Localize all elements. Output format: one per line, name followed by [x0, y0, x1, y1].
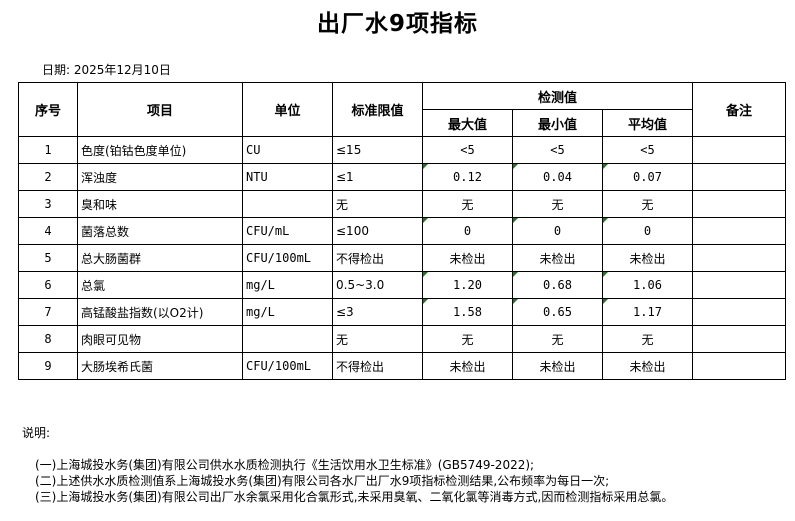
cell-avg: 未检出 [602, 352, 693, 380]
cell-unit [242, 190, 333, 218]
cell-limit: ≤1 [332, 163, 423, 191]
cell-min: 0.68 [512, 271, 603, 299]
cell-min: 0.04 [512, 163, 603, 191]
header-unit: 单位 [242, 82, 333, 137]
cell-max: 无 [422, 325, 513, 353]
cell-item: 肉眼可见物 [77, 325, 243, 353]
cell-limit: 不得检出 [332, 244, 423, 272]
cell-limit: ≤15 [332, 136, 423, 164]
cell-limit: 0.5~3.0 [332, 271, 423, 299]
cell-limit: 无 [332, 190, 423, 218]
water-quality-table: 序号 项目 单位 标准限值 检测值 备注 最大值 最小值 平均值 1 色度(铂钴色… [18, 82, 786, 380]
cell-avg: 无 [602, 190, 693, 218]
cell-avg: 0.07 [602, 163, 693, 191]
cell-avg: 1.06 [602, 271, 693, 299]
notes-heading: 说明: [22, 426, 51, 440]
cell-limit: ≤3 [332, 298, 423, 326]
table-row: 4 菌落总数 CFU/mL ≤100 0 0 0 [18, 217, 786, 245]
cell-unit: mg/L [242, 298, 333, 326]
cell-min: 无 [512, 190, 603, 218]
cell-min: 0 [512, 217, 603, 245]
cell-avg: 0 [602, 217, 693, 245]
note-line-3: (三)上海城投水务(集团)有限公司出厂水余氯采用化合氯形式,未采用臭氧、二氧化氯… [35, 490, 674, 504]
header-seq: 序号 [18, 82, 78, 137]
cell-seq: 8 [18, 325, 78, 353]
cell-item: 大肠埃希氏菌 [77, 352, 243, 380]
cell-remark [692, 136, 786, 164]
table-row: 8 肉眼可见物无无无无 [18, 325, 786, 353]
cell-unit: mg/L [242, 271, 333, 299]
cell-unit: CFU/mL [242, 217, 333, 245]
header-avg: 平均值 [602, 109, 693, 137]
header-remark: 备注 [692, 82, 786, 137]
cell-seq: 5 [18, 244, 78, 272]
cell-item: 高锰酸盐指数(以O2计) [77, 298, 243, 326]
cell-avg: 未检出 [602, 244, 693, 272]
table-row: 1 色度(铂钴色度单位) CU ≤15 <5 <5 <5 [18, 136, 786, 164]
cell-max: 无 [422, 190, 513, 218]
header-item: 项目 [77, 82, 243, 137]
cell-max: 未检出 [422, 244, 513, 272]
cell-seq: 6 [18, 271, 78, 299]
table-row: 3 臭和味无无无无 [18, 190, 786, 218]
note-line-2: (二)上述供水水质检测值系上海城投水务(集团)有限公司各水厂出厂水9项指标检测结… [35, 474, 610, 488]
header-measured: 检测值 [422, 82, 693, 110]
cell-unit: CFU/100mL [242, 352, 333, 380]
cell-min: 未检出 [512, 244, 603, 272]
cell-limit: 无 [332, 325, 423, 353]
table-row: 7 高锰酸盐指数(以O2计) mg/L ≤3 1.58 0.65 1.17 [18, 298, 786, 326]
cell-max: 0.12 [422, 163, 513, 191]
cell-limit: 不得检出 [332, 352, 423, 380]
cell-item: 色度(铂钴色度单位) [77, 136, 243, 164]
cell-remark [692, 244, 786, 272]
cell-min: 无 [512, 325, 603, 353]
table-row: 9 大肠埃希氏菌 CFU/100mL 不得检出 未检出 未检出 未检出 [18, 352, 786, 380]
cell-avg: 1.17 [602, 298, 693, 326]
cell-min: <5 [512, 136, 603, 164]
cell-max: 未检出 [422, 352, 513, 380]
cell-remark [692, 325, 786, 353]
table-row: 5 总大肠菌群 CFU/100mL 不得检出 未检出 未检出 未检出 [18, 244, 786, 272]
page-title: 出厂水9项指标 [316, 11, 478, 37]
cell-item: 臭和味 [77, 190, 243, 218]
cell-unit: CFU/100mL [242, 244, 333, 272]
note-line-1: (一)上海城投水务(集团)有限公司供水水质检测执行《生活饮用水卫生标准》(GB5… [35, 458, 535, 472]
table-row: 6 总氯 mg/L 0.5~3.0 1.20 0.68 1.06 [18, 271, 786, 299]
cell-avg: <5 [602, 136, 693, 164]
cell-item: 菌落总数 [77, 217, 243, 245]
cell-seq: 9 [18, 352, 78, 380]
cell-min: 未检出 [512, 352, 603, 380]
header-max: 最大值 [422, 109, 513, 137]
cell-item: 总氯 [77, 271, 243, 299]
cell-seq: 1 [18, 136, 78, 164]
cell-limit: ≤100 [332, 217, 423, 245]
cell-seq: 4 [18, 217, 78, 245]
cell-item: 总大肠菌群 [77, 244, 243, 272]
header-min: 最小值 [512, 109, 603, 137]
cell-max: 0 [422, 217, 513, 245]
table-row: 2 浑浊度 NTU ≤1 0.12 0.04 0.07 [18, 163, 786, 191]
cell-remark [692, 271, 786, 299]
cell-item: 浑浊度 [77, 163, 243, 191]
cell-max: <5 [422, 136, 513, 164]
cell-unit: CU [242, 136, 333, 164]
cell-max: 1.58 [422, 298, 513, 326]
cell-remark [692, 190, 786, 218]
cell-unit: NTU [242, 163, 333, 191]
cell-max: 1.20 [422, 271, 513, 299]
cell-unit [242, 325, 333, 353]
cell-seq: 7 [18, 298, 78, 326]
cell-remark [692, 163, 786, 191]
cell-remark [692, 352, 786, 380]
cell-seq: 2 [18, 163, 78, 191]
cell-min: 0.65 [512, 298, 603, 326]
report-date: 日期: 2025年12月10日 [42, 63, 171, 77]
cell-avg: 无 [602, 325, 693, 353]
cell-remark [692, 298, 786, 326]
cell-remark [692, 217, 786, 245]
cell-seq: 3 [18, 190, 78, 218]
header-limit: 标准限值 [332, 82, 423, 137]
